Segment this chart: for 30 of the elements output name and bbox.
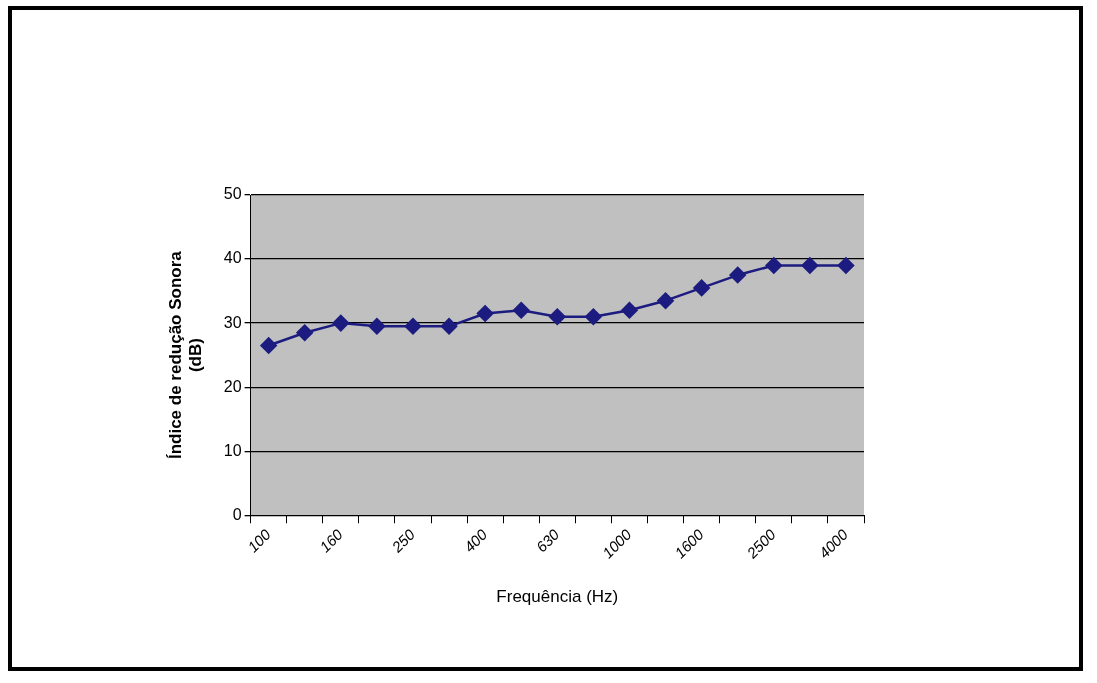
point xyxy=(260,337,277,354)
y-tick-label: 0 xyxy=(232,505,242,523)
y-tick-label: 40 xyxy=(223,249,242,267)
point xyxy=(729,266,746,284)
point xyxy=(585,308,602,325)
point xyxy=(476,305,494,322)
point xyxy=(621,302,638,319)
point xyxy=(765,257,783,274)
point xyxy=(693,279,710,297)
y-tick-label: 20 xyxy=(223,377,242,395)
y-tick-label: 50 xyxy=(223,185,242,203)
y-axis-title: Índice de redução Sonora (dB) xyxy=(165,250,206,460)
x-tick-label: 630 xyxy=(532,525,563,556)
x-tick-label: 100 xyxy=(243,525,275,556)
x-axis-title: Frequência (Hz) xyxy=(496,587,619,607)
point xyxy=(440,318,458,335)
point xyxy=(549,308,566,325)
x-tick-label: 160 xyxy=(316,525,347,556)
point xyxy=(657,292,674,309)
point xyxy=(837,257,855,274)
point xyxy=(512,302,530,319)
y-tick-label: 30 xyxy=(223,313,242,331)
x-tick-label: 400 xyxy=(460,525,491,556)
x-tick-label: 250 xyxy=(387,525,419,557)
point xyxy=(332,314,350,332)
y-tick-label: 10 xyxy=(223,441,242,459)
point xyxy=(404,318,422,335)
point xyxy=(368,318,386,335)
point xyxy=(296,324,313,341)
point xyxy=(801,257,819,274)
